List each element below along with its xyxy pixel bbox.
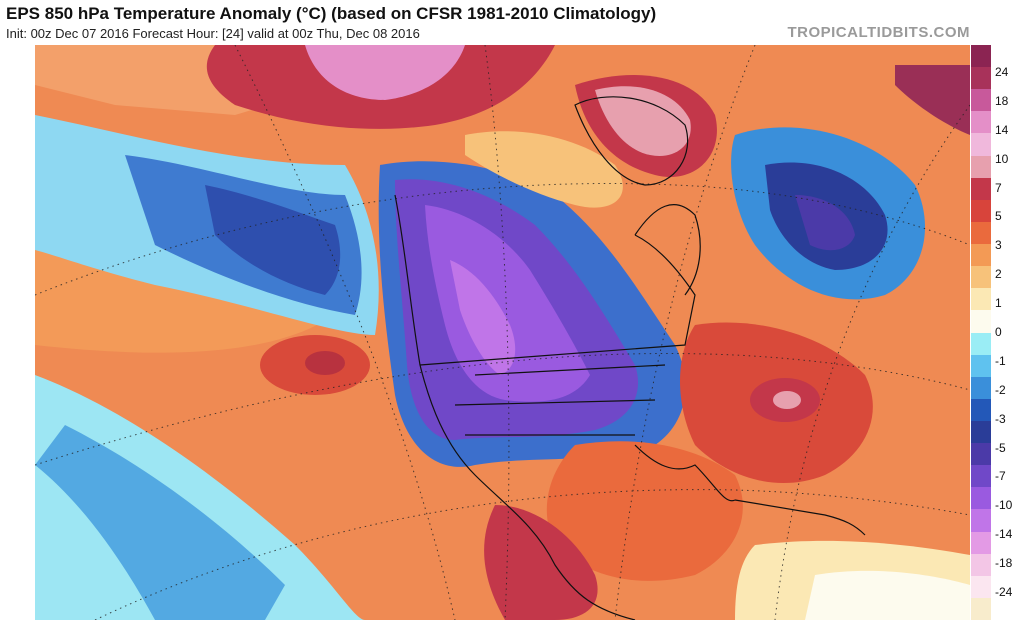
anomaly-map: [35, 45, 970, 620]
colorbar-segment: [971, 332, 991, 356]
colorbar-label: -1: [995, 353, 1006, 368]
colorbar-segment: [971, 221, 991, 245]
colorbar-label: 7: [995, 180, 1002, 195]
colorbar-segment: [971, 398, 991, 422]
colorbar-segment: [971, 266, 991, 289]
chart-title: EPS 850 hPa Temperature Anomaly (°C) (ba…: [6, 4, 657, 23]
colorbar-label: 1: [995, 296, 1002, 311]
colorbar-label: -5: [995, 440, 1006, 455]
colorbar-label: -2: [995, 382, 1006, 397]
colorbar-label: -10: [995, 498, 1013, 513]
colorbar-segment: [971, 487, 991, 510]
colorbar-segment: [971, 597, 991, 621]
colorbar-label: 18: [995, 93, 1009, 108]
colorbar-label: -24: [995, 585, 1013, 599]
chart-subtitle: Init: 00z Dec 07 2016 Forecast Hour: [24…: [6, 26, 420, 41]
colorbar-segment: [971, 155, 991, 179]
colorbar-segment: [971, 509, 991, 533]
colorbar: [971, 45, 991, 621]
colorbar-label: 10: [995, 151, 1009, 166]
colorbar-segment: [971, 67, 991, 90]
colorbar-segment: [971, 376, 991, 400]
colorbar-segment: [971, 244, 991, 267]
colorbar-segment: [971, 310, 991, 333]
watermark: TROPICALTIDBITS.COM: [787, 24, 970, 41]
colorbar-label: 0: [995, 325, 1002, 339]
colorbar-segment: [971, 177, 991, 201]
colorbar-segment: [971, 465, 991, 488]
colorbar-label: -14: [995, 527, 1013, 542]
colorbar-label: 3: [995, 238, 1002, 253]
colorbar-label: -3: [995, 411, 1006, 426]
colorbar-segment: [971, 575, 991, 599]
colorbar-label: -7: [995, 469, 1006, 484]
colorbar-label: 14: [995, 122, 1009, 137]
colorbar-segment: [971, 531, 991, 555]
colorbar-segment: [971, 133, 991, 157]
colorbar-label: 2: [995, 267, 1002, 282]
colorbar-segment: [971, 443, 991, 466]
colorbar-segment: [971, 288, 991, 311]
colorbar-label: -18: [995, 556, 1013, 571]
colorbar-segment: [971, 553, 991, 577]
colorbar-segment: [971, 199, 991, 223]
colorbar-segment: [971, 45, 991, 68]
colorbar-labels: 24 18 14 10 7 5 3 2 1 0 -1 -2 -3 -5 -7 -10 -14 -18 -24: [993, 45, 1024, 620]
colorbar-label: 24: [995, 65, 1009, 79]
colorbar-segment: [971, 354, 991, 378]
colorbar-label: 5: [995, 209, 1002, 224]
colorbar-segment: [971, 111, 991, 134]
colorbar-segment: [971, 420, 991, 444]
colorbar-segment: [971, 89, 991, 112]
